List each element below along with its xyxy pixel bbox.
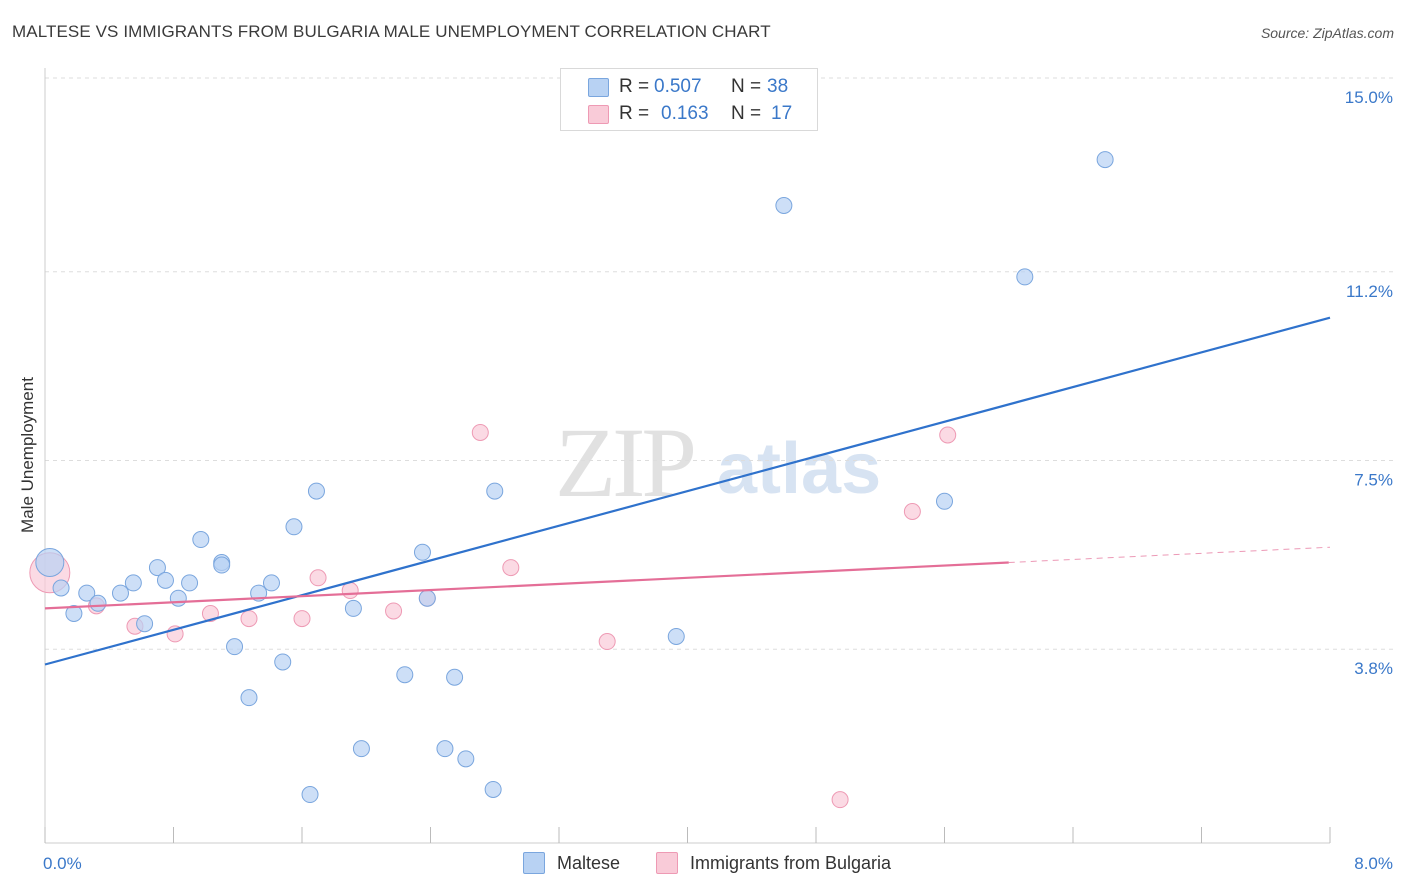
r-value: 0.507 <box>654 76 702 97</box>
maltese-point <box>484 780 502 798</box>
maltese-legend-swatch <box>523 852 545 874</box>
bulgaria-trendline <box>44 561 1009 610</box>
maltese-point <box>169 589 187 607</box>
maltese-point <box>65 605 83 622</box>
maltese-point <box>136 615 154 633</box>
stats-legend: R = 0.507 N = 38 R = 0.163 N = 17 <box>560 68 818 131</box>
bulgaria-point <box>939 426 957 444</box>
bulgaria-point <box>903 503 921 520</box>
bulgaria-point <box>831 791 849 809</box>
r-value: 0.163 <box>661 103 709 124</box>
maltese-point <box>307 482 325 500</box>
n-label: N = <box>731 103 762 124</box>
maltese-point <box>418 589 436 607</box>
y-tick-label: 15.0% <box>1345 88 1393 107</box>
maltese-point <box>667 627 685 645</box>
x-tick-label: 8.0% <box>1354 854 1393 873</box>
maltese-point <box>35 548 65 577</box>
bulgaria-trendline-extension <box>1008 546 1331 563</box>
bulgaria-point <box>502 559 520 577</box>
chart-title: MALTESE VS IMMIGRANTS FROM BULGARIA MALE… <box>12 22 771 41</box>
maltese-point <box>213 556 231 574</box>
maltese-point <box>436 740 454 758</box>
stats-row-bulgaria: R = 0.163 N = 17 <box>561 101 817 127</box>
series-legend: Maltese Immigrants from Bulgaria <box>0 852 1406 878</box>
maltese-point <box>486 482 504 500</box>
bulgaria-swatch <box>588 105 609 124</box>
maltese-point <box>240 689 258 707</box>
bulgaria-point <box>201 605 219 622</box>
maltese-point <box>413 543 431 561</box>
x-tick-label: 0.0% <box>43 854 82 873</box>
maltese-point <box>111 584 129 602</box>
maltese-point <box>156 571 174 589</box>
maltese-point <box>775 197 793 214</box>
legend-item-bulgaria: Immigrants from Bulgaria <box>656 852 891 874</box>
maltese-trendline <box>44 316 1331 666</box>
watermark-zip: ZIP <box>555 407 697 518</box>
maltese-point <box>124 574 142 592</box>
legend-label-bulgaria: Immigrants from Bulgaria <box>690 852 892 873</box>
legend-item-maltese: Maltese <box>523 852 620 874</box>
bulgaria-point <box>385 602 403 620</box>
n-value: 38 <box>767 76 789 97</box>
maltese-point <box>396 666 414 684</box>
r-label: R = <box>619 76 650 97</box>
bulgaria-point <box>309 569 327 587</box>
y-tick-label: 11.2% <box>1346 282 1393 301</box>
maltese-point <box>192 531 210 549</box>
maltese-point <box>78 584 96 602</box>
watermark-atlas: atlas <box>717 429 882 509</box>
legend-label-maltese: Maltese <box>557 852 621 873</box>
maltese-point <box>181 574 199 592</box>
maltese-point <box>936 492 953 510</box>
source-credit: Source: ZipAtlas.com <box>1260 25 1394 41</box>
stats-row-maltese: R = 0.507 N = 38 <box>561 74 817 100</box>
bulgaria-point <box>471 423 489 441</box>
bulgaria-legend-swatch <box>656 852 678 874</box>
bulgaria-point <box>341 582 359 600</box>
maltese-point <box>1016 268 1034 286</box>
maltese-point <box>301 786 319 804</box>
maltese-point <box>226 638 244 656</box>
y-axis-label: Male Unemployment <box>18 377 37 533</box>
n-value: 17 <box>771 103 793 124</box>
bulgaria-point <box>240 610 258 628</box>
maltese-point <box>1096 151 1114 169</box>
maltese-point <box>457 750 475 768</box>
bulgaria-point <box>293 610 311 628</box>
maltese-point <box>89 594 107 612</box>
maltese-point <box>148 559 166 577</box>
maltese-point <box>352 740 370 758</box>
n-label: N = <box>731 76 762 97</box>
maltese-point <box>446 668 464 686</box>
y-tick-label: 3.8% <box>1354 659 1393 678</box>
maltese-point <box>344 599 362 617</box>
maltese-point <box>52 579 70 597</box>
r-label: R = <box>619 103 650 124</box>
maltese-point <box>285 518 303 536</box>
maltese-point <box>262 574 280 592</box>
bulgaria-point <box>598 633 616 651</box>
maltese-swatch <box>588 78 609 97</box>
maltese-point <box>274 653 292 671</box>
y-tick-label: 7.5% <box>1354 471 1393 490</box>
